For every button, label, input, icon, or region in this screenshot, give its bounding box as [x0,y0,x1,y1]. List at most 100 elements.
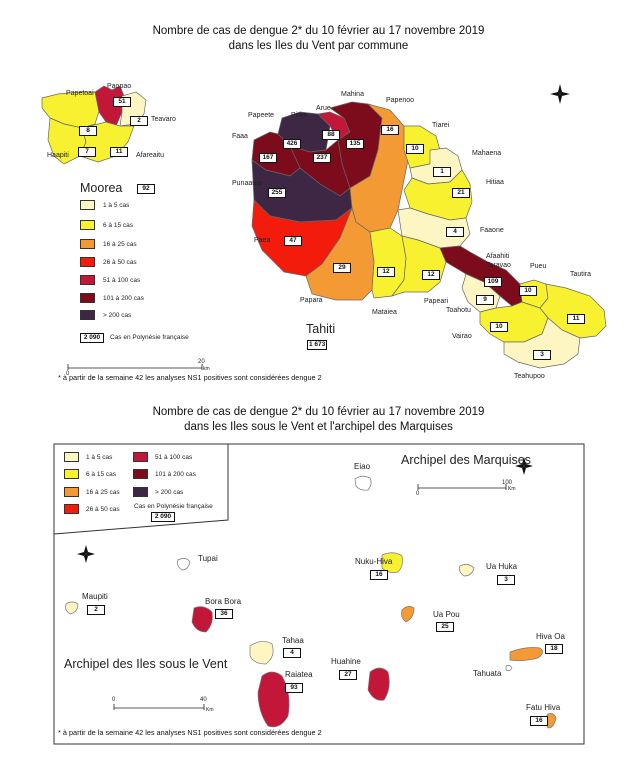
label-papetoai: Papetoai [66,90,94,97]
bottom-legend-label-4: 26 à 50 cas [86,506,120,513]
label-maupiti: Maupiti [82,592,108,601]
sous-le-vent-north-arrow-icon [77,545,95,563]
bottom-legend-label-5: 51 à 100 cas [155,454,193,461]
label-faaa: Faaa [232,133,248,140]
value-box-tautira: 11 [567,314,585,324]
label-raiatea: Raiatea [285,670,313,679]
value-box-papeari: 12 [422,270,440,280]
top-north-arrow-icon [550,84,570,104]
label-hitiaa: Hitiaa [486,179,504,186]
label-tahaa: Tahaa [282,636,304,645]
bottom-legend-label-6: 101 à 200 cas [155,471,196,478]
bottom-legend-total-label: Cas en Polynésie française [134,503,213,510]
label-faaone: Faaone [480,227,504,234]
ua-huka-island [459,564,475,577]
bottom-legend-swatch-1 [64,452,79,462]
label-tautira: Tautira [570,271,592,278]
label-haapiti: Haapiti [47,152,69,159]
label-afareaitu: Afareaitu [136,152,165,159]
value-box-hitiaa: 21 [452,188,470,198]
marquises-archipelago-name: Archipel des Marquises [401,453,531,467]
bottom-title-line1: Nombre de cas de dengue 2* du 10 février… [152,406,485,418]
value-box-hiva-oa: 18 [545,644,563,654]
eiao-island [354,475,372,491]
marquises-north-arrow-icon [515,457,533,475]
bottom-legend-swatch-7 [133,487,148,497]
label-teahupoo: Teahupoo [514,373,545,380]
bottom-legend-label-2: 6 à 15 cas [86,471,116,478]
value-box-arue: 88 [322,130,340,140]
label-paopao: Paopao [107,83,132,90]
label-ua-pou: Ua Pou [433,610,460,619]
value-box-bora-bora: 36 [215,609,233,619]
value-box-faaone: 4 [446,227,464,237]
bottom-legend-label-3: 16 à 25 cas [86,489,120,496]
label-mahaena: Mahaena [472,150,502,157]
raiatea-island [257,671,290,728]
label-punaauia: Punaauia [232,180,262,187]
label-afaahiti-taravao: Afaahiti Taravao [486,253,511,269]
top-legend-swatch-7 [80,310,95,320]
sous-le-vent-scale-start: 0 [112,697,116,703]
bottom-legend-swatch-2 [64,469,79,479]
top-legend-swatch-4 [80,257,95,267]
bottom-legend-label-7: > 200 cas [155,489,184,496]
marquises-scale-start: 0 [416,491,420,497]
value-box-huahine: 27 [339,670,357,680]
top-legend-swatch-6 [80,293,95,303]
bottom-title-line2: dans les Iles sous le Vent et l'archipel… [184,421,453,433]
top-legend-swatch-5 [80,275,95,285]
value-box-tiarei: 10 [406,144,424,154]
value-box-papara: 29 [333,263,351,273]
value-box-vairao: 10 [490,322,508,332]
label-tahuata: Tahuata [473,669,502,678]
hiva-oa-island [509,647,543,662]
tahiti-tautira-region [539,283,607,339]
top-title-line1: Nombre de cas de dengue 2* du 10 février… [152,25,485,37]
tahiti-papara-region [305,206,375,301]
sous-le-vent-archipelago-name: Archipel des Iles sous le Vent [64,657,228,671]
legend-divider [53,444,229,535]
top-scale-bar [67,364,203,370]
label-fatu-hiva: Fatu Hiva [526,703,561,712]
marquises-scale-end: 100 [502,480,513,486]
value-box-toahotu: 9 [476,295,494,305]
label-arue: Arue [316,105,331,112]
value-box-fatu-hiva: 16 [530,716,548,726]
value-box-tahaa: 4 [283,648,301,658]
label-paea: Paea [254,237,271,244]
top-scale-end: 20 [198,359,205,365]
label-papenoo: Papenoo [386,97,415,104]
bottom-legend-swatch-4 [64,504,79,514]
value-box-ua-huka: 3 [497,575,515,585]
label-tupai: Tupai [198,554,218,563]
top-legend-label-5: 51 à 100 cas [103,277,141,284]
value-box-afareaitu: 11 [110,147,128,157]
top-legend-swatch-1 [80,200,95,210]
bottom-legend-swatch-3 [64,487,79,497]
value-box-teahupoo: 3 [533,350,551,360]
top-legend-label-6: 101 à 200 cas [103,295,144,302]
label-tiarei: Tiarei [432,122,450,129]
label-papeari: Papeari [424,298,449,305]
top-legend-label-3: 16 à 25 cas [103,241,137,248]
tahiti-papeari-region [391,235,447,297]
bottom-legend-label-1: 1 à 5 cas [86,454,113,461]
top-footnote: * à partir de la semaine 42 les analyses… [58,373,322,382]
top-map-title: Nombre de cas de dengue 2* du 10 février… [0,24,637,54]
value-box-haapiti: 7 [78,147,96,157]
label-eiao: Eiao [354,462,371,471]
top-legend-label-7: > 200 cas [103,312,132,319]
bottom-map-title: Nombre de cas de dengue 2* du 10 février… [0,405,637,435]
label-nuku-hiva: Nuku-Hiva [355,557,393,566]
label-papeete: Papeete [248,112,275,119]
value-box-paopao: 51 [113,97,131,107]
top-legend-label-2: 6 à 15 cas [103,222,133,229]
top-legend-total-box: 2 090 [80,333,104,343]
top-legend-label-4: 26 à 50 cas [103,259,137,266]
value-box-punaauia: 255 [268,188,286,198]
value-box-papeete: 237 [313,153,331,163]
bottom-footnote: * à partir de la semaine 42 les analyses… [58,728,322,737]
